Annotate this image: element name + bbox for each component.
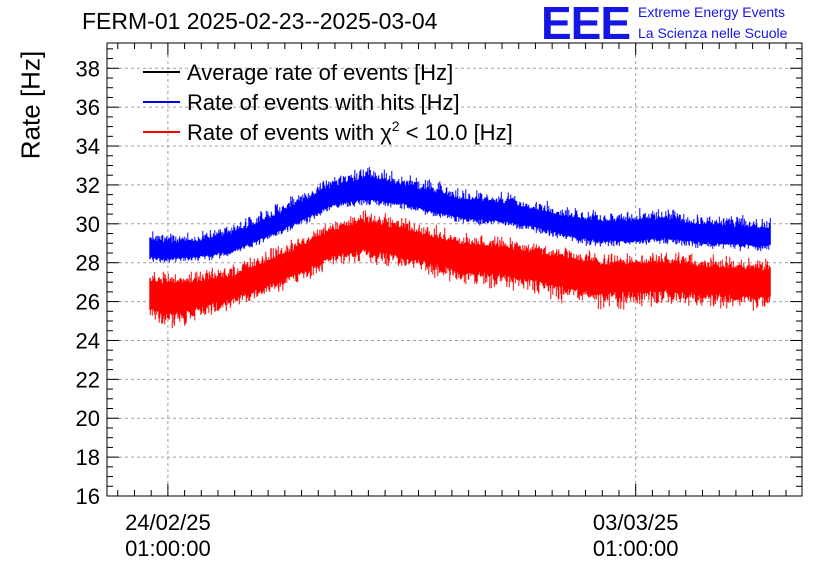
- logo-line-2: La Scienza nelle Scuole: [638, 25, 788, 41]
- x-tick-label-time: 01:00:00: [125, 536, 211, 561]
- y-tick-label: 36: [76, 95, 100, 120]
- series-line: [149, 192, 771, 254]
- x-tick-label-time: 01:00:00: [593, 536, 679, 561]
- legend-label: Rate of events with χ2 < 10.0 [Hz]: [187, 118, 513, 145]
- y-tick-label: 30: [76, 212, 100, 237]
- y-tick-label: 20: [76, 406, 100, 431]
- y-tick-label: 18: [76, 445, 100, 470]
- x-tick-label-date: 24/02/25: [125, 510, 211, 535]
- legend: Average rate of events [Hz] Rate of event…: [143, 60, 513, 145]
- legend-label: Average rate of events [Hz]: [187, 60, 453, 85]
- y-tick-label: 16: [76, 484, 100, 509]
- series-hits: [149, 167, 771, 263]
- series-line: [149, 234, 771, 297]
- series-chi2: [149, 210, 771, 329]
- y-tick-label: 22: [76, 367, 100, 392]
- y-tick-label: 34: [76, 134, 100, 159]
- chart-title: FERM-01 2025-02-23--2025-03-04: [82, 8, 438, 34]
- plot-frame: [106, 42, 803, 497]
- y-tick-label: 28: [76, 251, 100, 276]
- eee-logo: EEE: [541, 0, 631, 49]
- y-tick-label: 32: [76, 173, 100, 198]
- logo-line-1: Extreme Energy Events: [638, 4, 786, 20]
- y-tick-label: 26: [76, 290, 100, 315]
- y-tick-label: 24: [76, 328, 100, 353]
- y-tick-label: 38: [76, 56, 100, 81]
- x-tick-label-date: 03/03/25: [593, 510, 679, 535]
- series-band: [149, 167, 771, 263]
- legend-label: Rate of events with hits [Hz]: [187, 90, 460, 115]
